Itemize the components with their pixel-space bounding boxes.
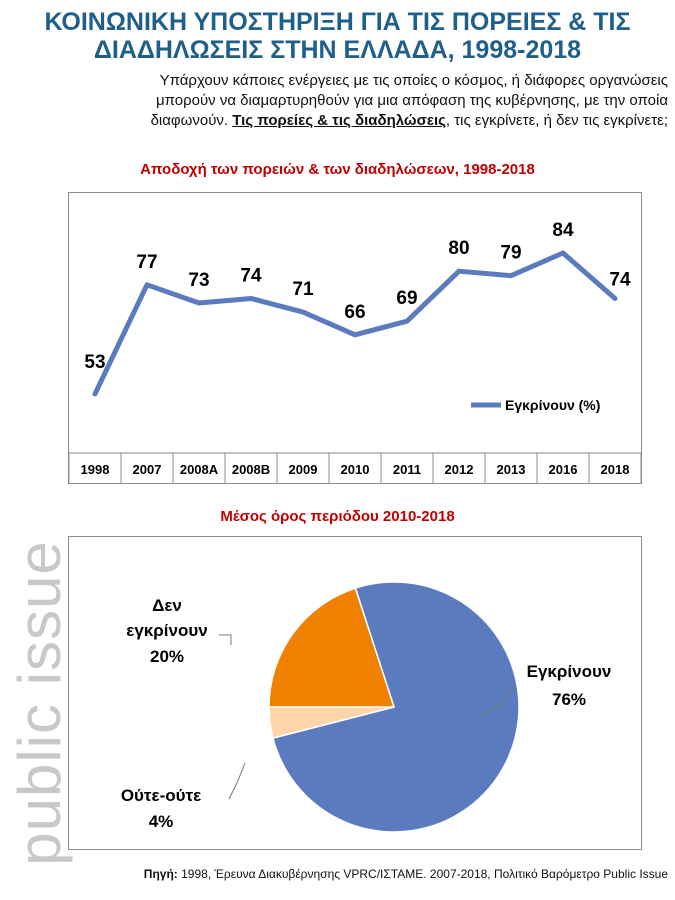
data-label: 73	[188, 270, 209, 291]
data-label: 69	[396, 288, 417, 309]
intro-line-3-end: , τις εγκρίνετε, ή δεν τις εγκρίνετε;	[445, 112, 668, 129]
intro-line-1: Υπάρχουν κάποιες ενέργειες με τις οποίες…	[159, 72, 668, 89]
pie-value-neutral: 4%	[149, 812, 174, 831]
leader-line-neutral	[228, 762, 246, 800]
intro-emphasis: Τις πορείες & τις διαδηλώσεις	[232, 112, 446, 129]
line-chart-title: Αποδοχή των πορειών & των διαδηλώσεων, 1…	[140, 161, 535, 178]
data-label: 53	[84, 352, 105, 373]
x-tick-label: 2008A	[180, 462, 219, 477]
data-label: 80	[448, 238, 469, 259]
intro-line-3: διαφωνούν. Τις πορείες & τις διαδηλώσεις…	[30, 111, 668, 131]
leader-line-disapprove	[219, 634, 232, 645]
intro-line-3-start: διαφωνούν.	[150, 112, 229, 129]
x-tick-label: 2013	[497, 462, 526, 477]
data-label: 74	[240, 265, 262, 286]
pie-chart-svg: Εγκρίνουν 76% Δεν εγκρίνουν 20% Ούτε-ούτε 4%	[121, 581, 612, 833]
x-tick-label: 2018	[601, 462, 630, 477]
pie-slice-disapprove	[268, 587, 396, 708]
x-tick-label: 2012	[445, 462, 474, 477]
x-tick-label: 2010	[341, 462, 370, 477]
pie-slice-approve	[272, 581, 520, 833]
x-tick-label: 2008B	[232, 462, 270, 477]
source-label: Πηγή:	[143, 867, 178, 881]
data-label: 71	[292, 279, 314, 300]
pie-label-disapprove-line1: Δεν	[152, 596, 182, 615]
data-label: 77	[136, 252, 157, 273]
data-label: 74	[609, 269, 631, 290]
line-chart-svg: 1998 2007 2008A 2008B 2009 2010 2011 2012 2013 20…	[69, 220, 641, 483]
series-line-approve	[92, 250, 618, 397]
data-label: 66	[344, 302, 365, 323]
x-tick-label: 1998	[81, 462, 110, 477]
source-note: Πηγή: 1998, Έρευνα Διακυβέρνησης VPRC/ΙΣ…	[0, 867, 668, 881]
x-tick-label: 2011	[393, 462, 421, 477]
intro-line-2: μπορούν να διαμαρτυρηθούν για μια απόφασ…	[155, 92, 668, 109]
title-line-2: ΔΙΑΔΗΛΩΣΕΙΣ ΣΤΗΝ ΕΛΛΑΔΑ, 1998-2018	[93, 36, 582, 64]
intro-question: Υπάρχουν κάποιες ενέργειες με τις οποίες…	[30, 71, 668, 131]
title-line-1: ΚΟΙΝΩΝΙΚΗ ΥΠΟΣΤΗΡΙΞΗ ΓΙΑ ΤΙΣ ΠΟΡΕΙΕΣ & Τ…	[44, 8, 631, 36]
pie-label-approve: Εγκρίνουν	[527, 662, 612, 681]
watermark-logo: public issue	[6, 540, 73, 866]
x-tick-label: 2016	[549, 462, 578, 477]
data-label: 84	[552, 220, 574, 241]
leader-line-approve	[480, 686, 516, 716]
page-title: ΚΟΙΝΩΝΙΚΗ ΥΠΟΣΤΗΡΙΞΗ ΓΙΑ ΤΙΣ ΠΟΡΕΙΕΣ & Τ…	[0, 8, 675, 64]
pie-label-neutral: Ούτε-ούτε	[121, 786, 201, 805]
data-label: 79	[500, 243, 521, 264]
x-tick-label: 2007	[133, 462, 162, 477]
pie-chart-title: Μέσος όρος περιόδου 2010-2018	[220, 508, 455, 525]
x-tick-label: 2009	[289, 462, 318, 477]
pie-value-approve: 76%	[552, 690, 586, 709]
pie-label-disapprove-line2: εγκρίνουν	[126, 621, 207, 640]
source-text: 1998, Έρευνα Διακυβέρνησης VPRC/ΙΣΤΑΜΕ. …	[177, 867, 668, 881]
line-chart: 1998 2007 2008A 2008B 2009 2010 2011 2012 2013 20…	[68, 192, 642, 484]
legend-label: Εγκρίνουν (%)	[505, 397, 600, 413]
pie-value-disapprove: 20%	[150, 647, 184, 666]
pie-chart: Εγκρίνουν 76% Δεν εγκρίνουν 20% Ούτε-ούτε 4%	[68, 536, 642, 850]
